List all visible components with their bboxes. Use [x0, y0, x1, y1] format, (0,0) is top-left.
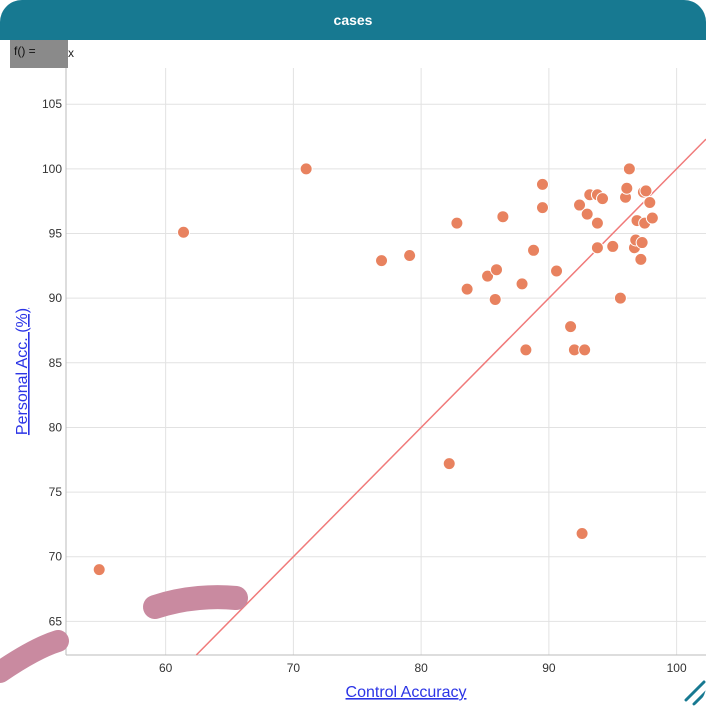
data-point[interactable]: [580, 207, 594, 221]
x-tick-label: 60: [159, 661, 173, 675]
y-tick-label: 80: [49, 420, 63, 434]
grid-lines: [66, 68, 706, 655]
data-point[interactable]: [535, 201, 549, 215]
y-tick-label: 65: [49, 614, 63, 628]
y-tick-label: 70: [49, 550, 63, 564]
tick-labels: 60 70 80 90 100 65 70 75 80 85 90 95 100 105: [42, 97, 687, 675]
data-point[interactable]: [596, 192, 610, 206]
y-tick-label: 75: [49, 485, 63, 499]
data-point[interactable]: [606, 239, 620, 253]
data-point[interactable]: [620, 181, 634, 195]
data-point[interactable]: [564, 320, 578, 334]
data-point[interactable]: [488, 292, 502, 306]
data-point[interactable]: [639, 184, 653, 198]
data-point[interactable]: [92, 563, 106, 577]
resize-handle-icon[interactable]: [684, 680, 706, 706]
formula-input[interactable]: x: [68, 46, 74, 60]
data-point[interactable]: [578, 343, 592, 357]
data-point[interactable]: [573, 198, 587, 212]
data-point[interactable]: [375, 254, 389, 268]
data-point[interactable]: [527, 243, 541, 257]
data-point[interactable]: [460, 282, 474, 296]
x-tick-label: 100: [667, 661, 687, 675]
y-tick-label: 90: [49, 291, 63, 305]
y-tick-label: 85: [49, 356, 63, 370]
y-tick-label: 105: [42, 97, 62, 111]
formula-bar: f() = x: [0, 40, 706, 68]
y-axis-title[interactable]: Personal Acc. (%): [14, 308, 31, 435]
x-axis-title[interactable]: Control Accuracy: [346, 684, 467, 701]
data-point[interactable]: [613, 291, 627, 305]
data-point[interactable]: [635, 236, 649, 250]
data-point[interactable]: [535, 177, 549, 191]
data-point[interactable]: [177, 225, 191, 239]
data-point[interactable]: [450, 216, 464, 230]
data-point[interactable]: [489, 263, 503, 277]
x-tick-label: 90: [542, 661, 556, 675]
formula-label: f() =: [10, 40, 68, 68]
data-point[interactable]: [442, 457, 456, 471]
highlight-stroke: [143, 585, 248, 619]
data-points: [92, 162, 659, 577]
data-point[interactable]: [590, 216, 604, 230]
data-point[interactable]: [622, 162, 636, 176]
y-tick-label: 100: [42, 162, 62, 176]
reference-line-y-equals-x: [195, 138, 706, 656]
y-tick-label: 95: [49, 226, 63, 240]
data-point[interactable]: [590, 241, 604, 255]
data-point[interactable]: [634, 252, 648, 266]
highlight-stroke: [0, 630, 69, 683]
data-point[interactable]: [481, 269, 495, 283]
data-point[interactable]: [515, 277, 529, 291]
data-point[interactable]: [645, 211, 659, 225]
data-point[interactable]: [550, 264, 564, 278]
x-tick-label: 70: [287, 661, 301, 675]
window-title[interactable]: cases: [0, 0, 706, 40]
data-point[interactable]: [643, 195, 657, 209]
data-point[interactable]: [299, 162, 313, 176]
data-point[interactable]: [496, 210, 510, 224]
data-point[interactable]: [575, 526, 589, 540]
data-point[interactable]: [403, 248, 417, 262]
x-tick-label: 80: [414, 661, 428, 675]
data-point[interactable]: [519, 343, 533, 357]
